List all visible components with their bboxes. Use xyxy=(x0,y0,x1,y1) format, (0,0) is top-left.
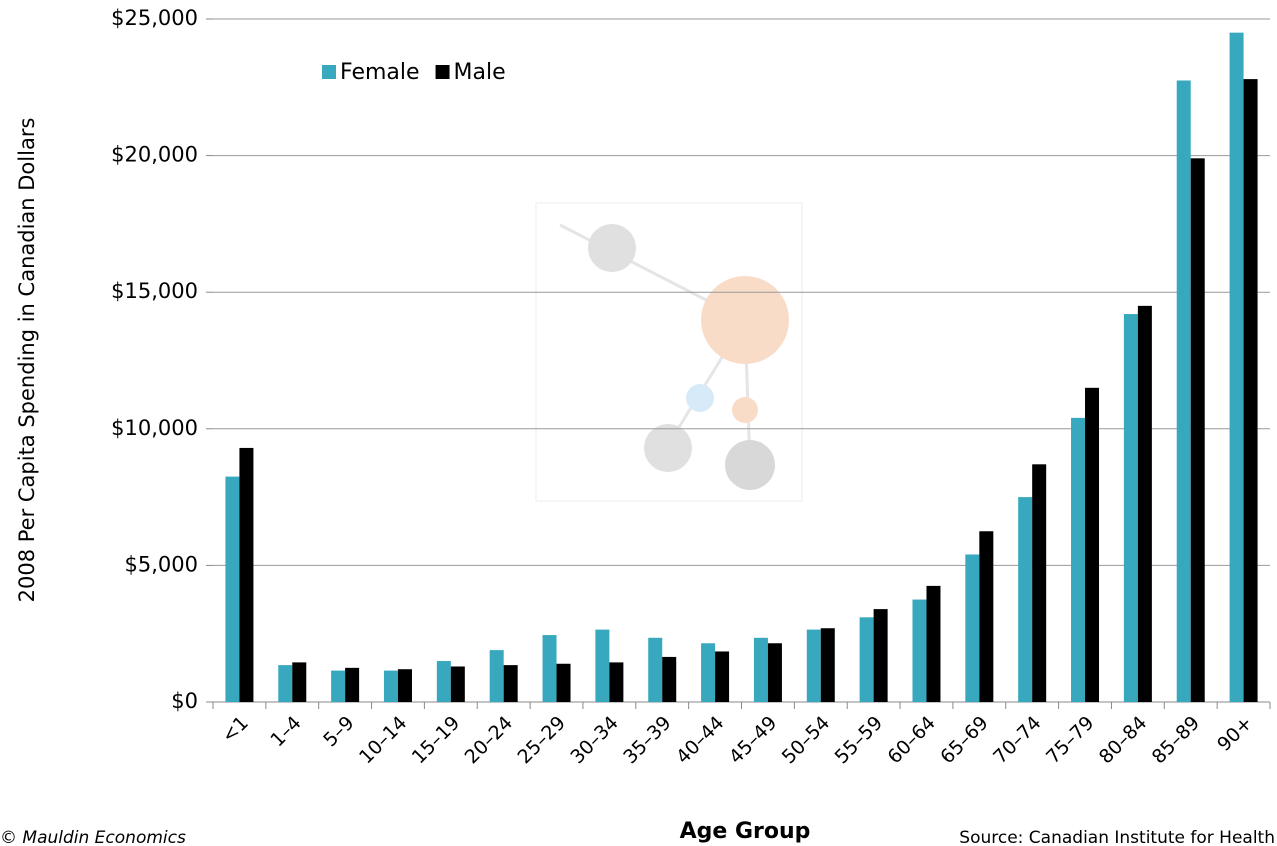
x-tick-label: 1–4 xyxy=(266,712,305,751)
x-tick-label: 65–69 xyxy=(936,712,992,768)
legend-label: Female xyxy=(340,60,420,85)
y-tick-label: $5,000 xyxy=(125,552,198,576)
x-tick-label: 45–49 xyxy=(725,712,781,768)
y-tick-label: $0 xyxy=(171,689,198,713)
bar xyxy=(1018,497,1032,702)
bar xyxy=(1230,33,1244,702)
bar xyxy=(239,448,253,702)
bar xyxy=(595,630,609,702)
x-tick-label: 30–34 xyxy=(566,712,622,768)
x-tick-label: <1 xyxy=(217,712,252,747)
bar xyxy=(662,657,676,702)
footer-right: Source: Canadian Institute for Health xyxy=(959,828,1275,846)
y-tick-label: $25,000 xyxy=(111,6,198,30)
bar xyxy=(543,635,557,702)
bar xyxy=(504,665,518,702)
bar xyxy=(1071,418,1085,702)
y-tick-label: $10,000 xyxy=(111,416,198,440)
x-tick-label: 40–44 xyxy=(672,712,728,768)
bar xyxy=(398,669,412,702)
chart: 2008 Per Capita Spending in Canadian Dol… xyxy=(0,0,1277,846)
bar xyxy=(715,651,729,702)
bar xyxy=(384,671,398,702)
bar xyxy=(490,650,504,702)
x-tick-label: 60–64 xyxy=(883,712,939,768)
legend-label: Male xyxy=(454,60,506,85)
x-tick-label: 35–39 xyxy=(619,712,675,768)
x-tick-label: 50–54 xyxy=(778,712,834,768)
x-tick-label: 75–79 xyxy=(1042,712,1098,768)
x-tick-label: 15–19 xyxy=(408,712,464,768)
x-tick-label: 55–59 xyxy=(831,712,887,768)
x-tick-label: 85–89 xyxy=(1148,712,1204,768)
bar xyxy=(1085,388,1099,702)
bar xyxy=(965,554,979,702)
bar xyxy=(912,600,926,702)
watermark xyxy=(536,203,802,501)
x-tick-label: 25–29 xyxy=(513,712,569,768)
bar xyxy=(437,661,451,702)
bar xyxy=(874,609,888,702)
bar xyxy=(979,531,993,702)
x-tick-label: 5–9 xyxy=(319,712,358,751)
y-axis-title: 2008 Per Capita Spending in Canadian Dol… xyxy=(15,118,39,603)
legend-swatch xyxy=(436,65,450,79)
bar xyxy=(860,617,874,702)
bar xyxy=(451,666,465,702)
x-axis-title: Age Group xyxy=(680,819,811,844)
bar xyxy=(648,638,662,702)
y-tick-label: $20,000 xyxy=(111,143,198,167)
x-tick-label: 20–24 xyxy=(461,712,517,768)
bar xyxy=(754,638,768,702)
x-tick-label: 90+ xyxy=(1213,712,1257,756)
bar xyxy=(1191,158,1205,702)
bar xyxy=(345,668,359,702)
bar xyxy=(1124,314,1138,702)
bar xyxy=(225,477,239,702)
bar xyxy=(1032,464,1046,702)
bar xyxy=(1177,80,1191,702)
bar xyxy=(609,662,623,702)
bar xyxy=(821,628,835,702)
bar xyxy=(292,662,306,702)
bar xyxy=(557,664,571,702)
bar xyxy=(807,630,821,702)
legend-swatch xyxy=(322,65,336,79)
bar xyxy=(331,671,345,702)
x-tick-label: 80–84 xyxy=(1095,712,1151,768)
bar xyxy=(1138,306,1152,702)
bar xyxy=(768,643,782,702)
bar xyxy=(278,665,292,702)
x-tick-label: 70–74 xyxy=(989,712,1045,768)
bar xyxy=(926,586,940,702)
footer-left: © Mauldin Economics xyxy=(0,828,186,846)
bar xyxy=(701,643,715,702)
bar xyxy=(1244,79,1258,702)
y-tick-label: $15,000 xyxy=(111,279,198,303)
x-tick-label: 10–14 xyxy=(355,712,411,768)
